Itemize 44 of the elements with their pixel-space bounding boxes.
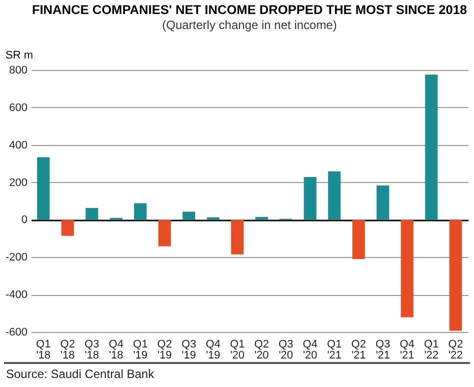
y-tick-label: 600	[9, 102, 28, 114]
bar	[304, 177, 316, 220]
x-tick-label: Q4 '19	[206, 338, 220, 362]
bar	[328, 171, 341, 220]
source-note: Source: Saudi Central Bank	[4, 362, 470, 384]
x-tick-label: Q1 '22	[424, 338, 439, 362]
x-tick-label: Q2 '21	[351, 338, 366, 362]
bar	[352, 220, 365, 260]
y-tick-label: 0	[21, 214, 28, 226]
bar	[134, 203, 147, 220]
bar	[400, 220, 414, 318]
y-tick-label: -200	[5, 252, 28, 264]
chart-subtitle: (Quarterly change in net income)	[162, 18, 337, 32]
x-tick-label: Q2 '18	[60, 338, 75, 362]
y-tick-label: -400	[5, 289, 28, 302]
bar	[61, 220, 74, 236]
x-tick-label: Q2 '22	[448, 338, 463, 362]
x-tick-label: Q3 '21	[376, 338, 390, 362]
x-tick-label: Q4 '18	[108, 338, 124, 362]
x-tick-label: Q1 '21	[327, 338, 342, 362]
x-tick-label: Q1 '19	[133, 338, 148, 362]
bar	[37, 157, 50, 220]
x-tick-label: Q2 '19	[157, 338, 172, 362]
x-tick-label: Q4 '20	[302, 338, 318, 362]
y-tick-label: 400	[9, 139, 28, 152]
chart-title: FINANCE COMPANIES' NET INCOME DROPPED THE MOST SINCE 2018	[32, 2, 468, 18]
x-tick-label: Q3 '20	[278, 338, 294, 362]
y-tick-label: 800	[9, 64, 28, 76]
bar	[158, 220, 171, 246]
x-tick-label: Q1 '20	[230, 338, 245, 362]
x-tick-label: Q3 '19	[182, 338, 196, 362]
y-tick-label: -600	[5, 326, 28, 338]
x-tick-label: Q4 '21	[400, 338, 414, 362]
bar	[86, 208, 98, 220]
bar	[376, 185, 390, 220]
bar	[231, 220, 244, 254]
y-tick-label: 200	[9, 176, 28, 189]
x-tick-label: Q1 '18	[36, 338, 51, 362]
bar	[425, 74, 438, 220]
bar	[182, 212, 196, 220]
bar	[449, 220, 462, 331]
y-axis-title: SR m	[6, 50, 33, 62]
x-tick-label: Q3 '18	[84, 338, 100, 362]
x-tick-label: Q2 '20	[254, 338, 269, 362]
